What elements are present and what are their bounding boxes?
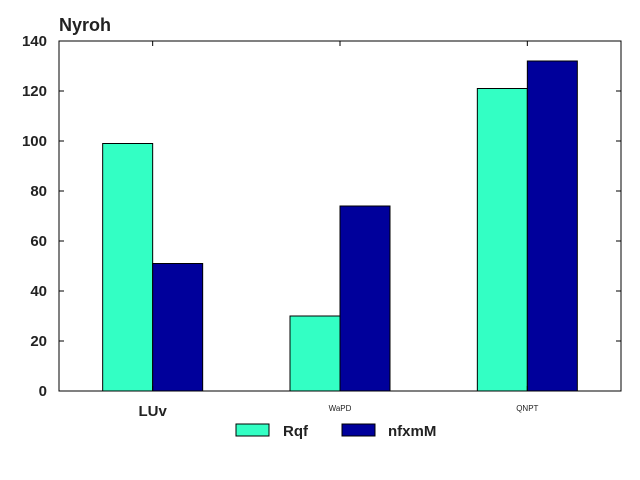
y-tick-label: 100 [22, 133, 47, 150]
x-tick-label: QNPT [516, 404, 538, 413]
bar [102, 143, 154, 392]
legend-label: nfxmM [388, 423, 436, 440]
x-tick-label: WaPD [329, 404, 352, 413]
bar [526, 60, 578, 392]
plot-area: 0 20 40 60 80 100 120 140 LUv WaPD QNPT [22, 33, 622, 420]
legend-swatch [341, 423, 376, 437]
y-tick-label: 80 [30, 183, 47, 200]
y-tick-label: 140 [22, 33, 47, 50]
bar [476, 88, 528, 392]
y-tick-label: 40 [30, 283, 47, 300]
bar [339, 205, 391, 392]
y-tick-label: 0 [39, 383, 47, 400]
legend-label: Rqf [283, 423, 309, 440]
x-tick-label: LUv [138, 403, 167, 420]
legend: Rqf nfxmM [235, 423, 436, 440]
y-tick-label: 20 [30, 333, 47, 350]
y-tick-label: 60 [30, 233, 47, 250]
chart-title: Nyroh [59, 15, 111, 35]
legend-swatch [235, 423, 270, 437]
bar [152, 263, 204, 392]
y-tick-label: 120 [22, 83, 47, 100]
bar [289, 315, 341, 392]
